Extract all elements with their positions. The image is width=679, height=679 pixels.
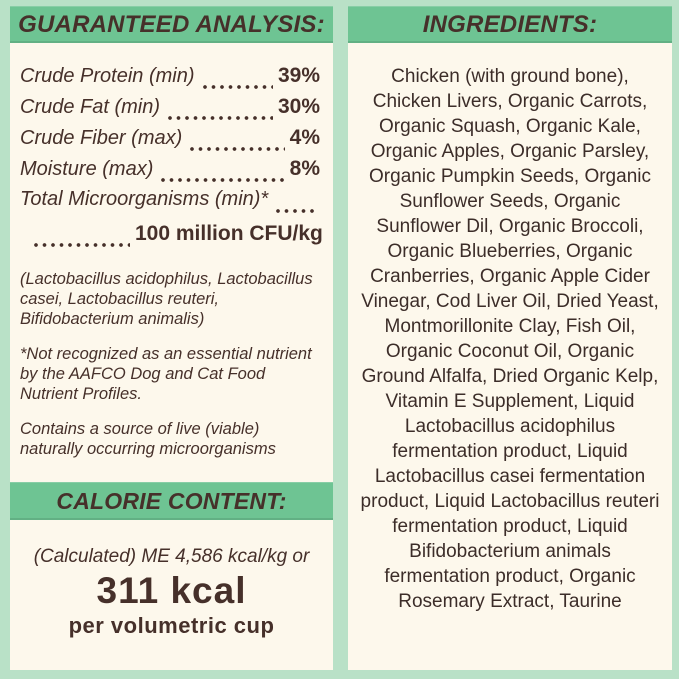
analysis-row-crude-protein: Crude Protein (min) 39% bbox=[20, 64, 320, 95]
calorie-content-body: (Calculated) ME 4,586 kcal/kg or 311 kca… bbox=[10, 520, 333, 638]
analysis-row-value: 30% bbox=[277, 95, 320, 118]
footnote-aafco: *Not recognized as an essential nutrient… bbox=[20, 345, 312, 403]
ingredients-header: INGREDIENTS: bbox=[348, 6, 672, 43]
dot-leader bbox=[202, 85, 273, 89]
label-columns: GUARANTEED ANALYSIS: Crude Protein (min)… bbox=[10, 6, 672, 670]
dot-leader bbox=[34, 243, 130, 247]
analysis-row-crude-fat: Crude Fat (min) 30% bbox=[20, 95, 320, 126]
calorie-content-section: CALORIE CONTENT: (Calculated) ME 4,586 k… bbox=[10, 482, 333, 670]
dot-leader bbox=[168, 116, 273, 120]
analysis-row-value: 8% bbox=[289, 157, 320, 180]
analysis-row-value: 100 million CFU/kg bbox=[135, 222, 323, 245]
calorie-calculated-line: (Calculated) ME 4,586 kcal/kg or bbox=[33, 546, 310, 567]
analysis-row-microorganisms-value: 100 million CFU/kg bbox=[20, 222, 323, 253]
guaranteed-analysis-panel: GUARANTEED ANALYSIS: Crude Protein (min)… bbox=[10, 6, 333, 670]
analysis-row-label: Crude Fat (min) bbox=[20, 96, 161, 118]
analysis-row-crude-fiber: Crude Fiber (max) 4% bbox=[20, 126, 320, 157]
dot-leader bbox=[190, 147, 285, 151]
calorie-content-header: CALORIE CONTENT: bbox=[10, 482, 333, 520]
ingredients-panel: INGREDIENTS: Chicken (with ground bone),… bbox=[348, 6, 672, 670]
dot-leader bbox=[161, 178, 285, 182]
analysis-row-microorganisms: Total Microorganisms (min)* bbox=[20, 188, 320, 219]
ingredients-list: Chicken (with ground bone), Chicken Live… bbox=[360, 66, 660, 612]
analysis-row-value: 39% bbox=[277, 64, 320, 87]
guaranteed-analysis-header: GUARANTEED ANALYSIS: bbox=[10, 6, 333, 43]
analysis-row-moisture: Moisture (max) 8% bbox=[20, 157, 320, 188]
footnote-live-microorganisms: Contains a source of live (viable) natur… bbox=[20, 420, 276, 458]
footnote-microorganism-species: (Lactobacillus acidophilus, Lactobacillu… bbox=[20, 270, 313, 328]
calorie-per-cup-line: per volumetric cup bbox=[68, 613, 275, 638]
analysis-footnotes: (Lactobacillus acidophilus, Lactobacillu… bbox=[10, 253, 333, 474]
analysis-row-label: Crude Protein (min) bbox=[20, 65, 195, 87]
analysis-row-label: Total Microorganisms (min)* bbox=[20, 188, 269, 210]
analysis-row-value: 4% bbox=[289, 126, 320, 149]
analysis-row-label: Moisture (max) bbox=[20, 158, 154, 180]
analysis-row-label: Crude Fiber (max) bbox=[20, 127, 183, 149]
calorie-kcal-value: 311 kcal bbox=[96, 570, 247, 611]
dot-leader bbox=[276, 209, 315, 213]
analysis-table: Crude Protein (min) 39% Crude Fat (min) … bbox=[10, 43, 333, 253]
